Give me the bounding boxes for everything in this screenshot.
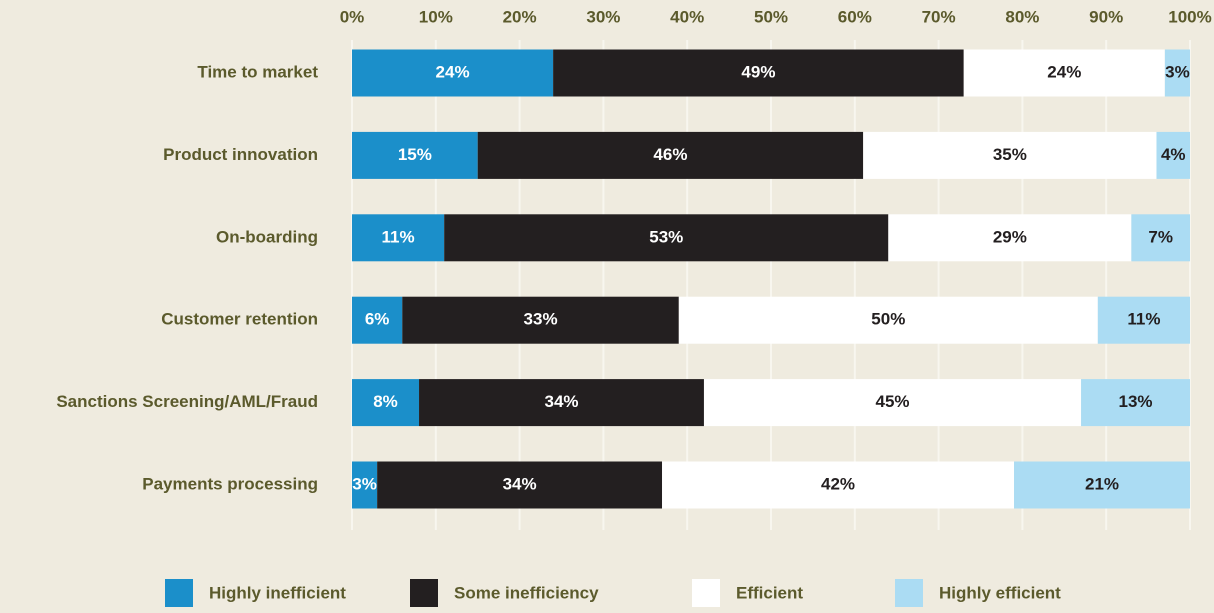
bar-segment [888,214,1132,262]
bar-segment [1081,379,1190,427]
category-label: Customer retention [161,310,318,329]
bar-segment [553,49,964,97]
data-label: 53% [649,227,683,246]
bar-segment [352,296,403,344]
legend-label: Highly inefficient [209,583,346,602]
x-tick-label: 20% [503,7,537,26]
x-tick-label: 50% [754,7,788,26]
data-label: 6% [365,310,390,329]
legend-label: Some inefficiency [454,583,599,602]
bar-segment [444,214,889,262]
bar-segment [1014,461,1190,509]
x-tick-label: 100% [1168,7,1211,26]
legend-label: Efficient [736,583,803,602]
x-tick-label: 10% [419,7,453,26]
x-tick-label: 90% [1089,7,1123,26]
legend-swatch [895,579,923,607]
data-label: 50% [871,310,905,329]
data-label: 3% [352,474,377,493]
data-label: 34% [503,474,537,493]
data-label: 15% [398,145,432,164]
bar-segment [352,214,445,262]
category-label: Sanctions Screening/AML/Fraud [56,392,318,411]
x-tick-label: 80% [1005,7,1039,26]
data-label: 8% [373,392,398,411]
data-label: 11% [382,227,415,246]
category-label: Product innovation [163,145,318,164]
x-tick-label: 60% [838,7,872,26]
x-tick-label: 0% [340,7,365,26]
legend-label: Highly efficient [939,583,1061,602]
bar-segment [1156,131,1190,179]
data-label: 35% [993,145,1027,164]
data-label: 42% [821,474,855,493]
data-label: 7% [1148,227,1173,246]
data-label: 21% [1085,474,1119,493]
bar-segment [352,131,478,179]
bar-segment [352,379,420,427]
category-label: Payments processing [142,474,318,493]
category-label: Time to market [197,62,318,81]
bar-segment [477,131,864,179]
legend-swatch [692,579,720,607]
bar-segment [863,131,1157,179]
data-label: 3% [1165,62,1190,81]
category-label: On-boarding [216,227,318,246]
data-label: 24% [436,62,470,81]
bar-segment [678,296,1098,344]
data-label: 49% [741,62,775,81]
legend-swatch [165,579,193,607]
bar-segment [402,296,679,344]
bar-segment [1097,296,1190,344]
legend-swatch [410,579,438,607]
bar-segment [419,379,704,427]
data-label: 24% [1047,62,1081,81]
bar-segment [1164,49,1190,97]
bar-segment [662,461,1015,509]
data-label: 34% [544,392,578,411]
bar-segment [352,49,554,97]
bar-segment [352,461,378,509]
data-label: 33% [524,310,558,329]
data-label: 4% [1161,145,1186,164]
bar-segment [963,49,1165,97]
bar-segment [703,379,1082,427]
data-label: 11% [1127,310,1160,329]
bar-segment [1131,214,1190,262]
x-tick-label: 70% [922,7,956,26]
data-label: 13% [1119,392,1153,411]
x-tick-label: 40% [670,7,704,26]
x-tick-label: 30% [586,7,620,26]
data-label: 45% [875,392,909,411]
data-label: 29% [993,227,1027,246]
data-label: 46% [653,145,687,164]
bar-segment [377,461,663,509]
